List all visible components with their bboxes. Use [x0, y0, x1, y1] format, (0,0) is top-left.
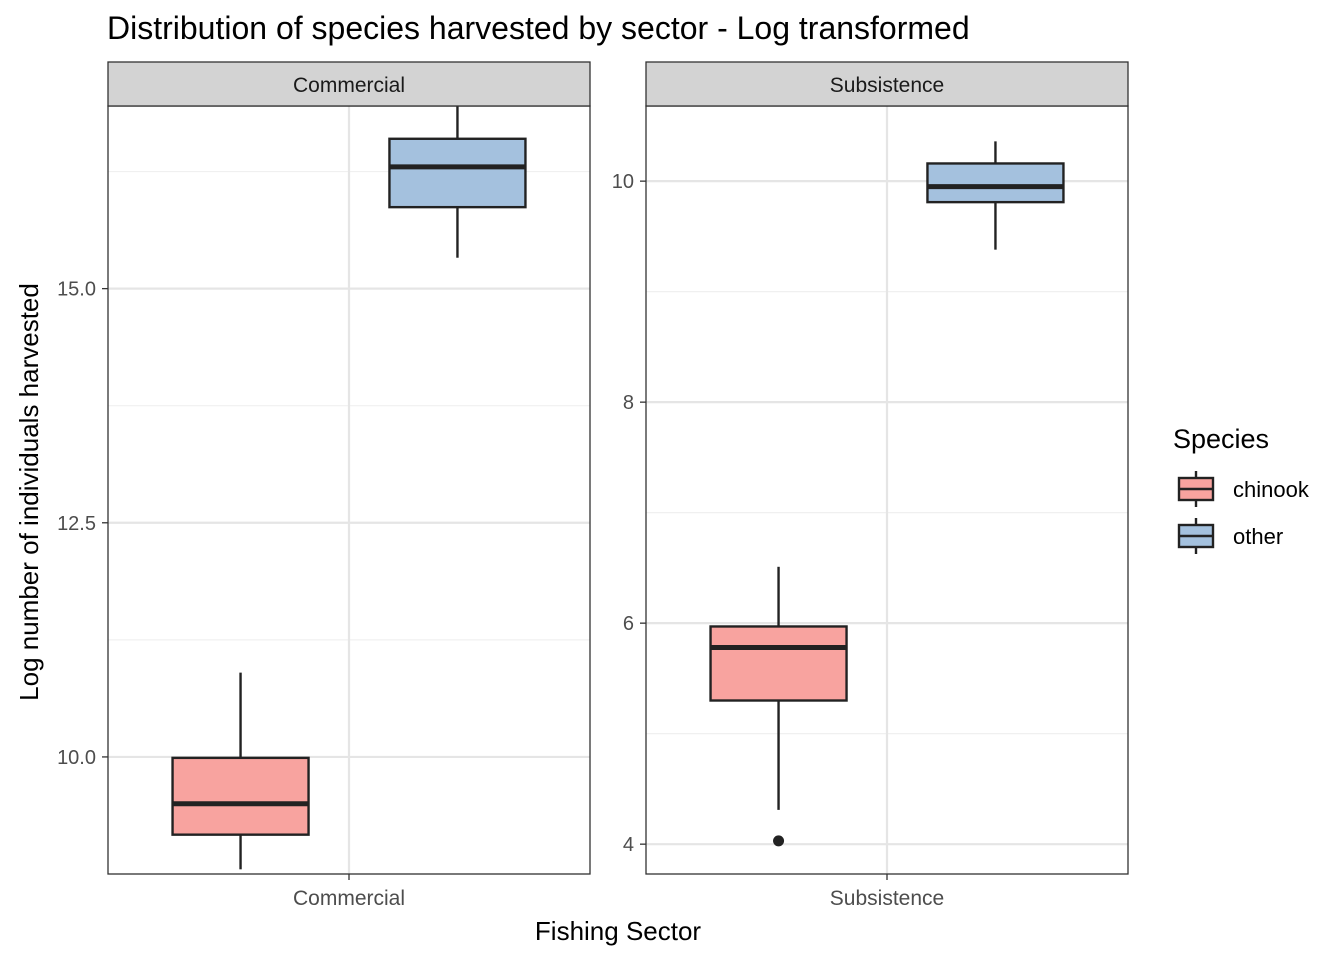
facet-strip — [645, 61, 1129, 107]
y-tick-label: 12.5 — [57, 513, 96, 535]
legend-title: Species — [1173, 424, 1269, 454]
outlier-point — [773, 835, 785, 847]
box-other — [926, 141, 1065, 250]
legend: Species chinook other — [1173, 424, 1310, 554]
box-iqr — [171, 756, 310, 836]
x-tick-label: Commercial — [293, 887, 405, 910]
facet-panels: Commercial 10.0 12.5 15.0 Commercial Subsiste… — [57, 61, 1129, 910]
y-tick-label: 4 — [623, 834, 634, 856]
box-iqr — [926, 162, 1065, 204]
box-iqr — [388, 137, 527, 209]
y-tick-label: 6 — [623, 613, 634, 635]
facet-panel-subsistence: Subsistence 4 6 8 10 Subsistence — [612, 61, 1129, 910]
y-tick-label: 15.0 — [57, 279, 96, 301]
facet-panel-commercial: Commercial 10.0 12.5 15.0 Commercial — [57, 61, 591, 910]
facet-strip — [107, 61, 591, 107]
box-other — [388, 96, 527, 258]
legend-item-label: chinook — [1233, 477, 1310, 502]
y-tick-label: 8 — [623, 392, 634, 414]
box-iqr — [709, 625, 848, 702]
legend-item-label: other — [1233, 524, 1283, 549]
y-tick-label: 10.0 — [57, 747, 96, 769]
legend-item-other: other — [1177, 518, 1283, 554]
x-tick-label: Subsistence — [830, 887, 944, 910]
chart-title: Distribution of species harvested by sec… — [107, 10, 970, 46]
box-chinook — [171, 672, 310, 870]
y-tick-label: 10 — [612, 171, 634, 193]
facet-strip-label: Subsistence — [830, 74, 944, 97]
legend-item-chinook: chinook — [1177, 471, 1310, 507]
facet-strip-label: Commercial — [293, 74, 405, 97]
y-axis-label: Log number of individuals harvested — [14, 283, 44, 701]
box-chinook — [709, 566, 848, 847]
x-axis-label: Fishing Sector — [535, 916, 702, 946]
